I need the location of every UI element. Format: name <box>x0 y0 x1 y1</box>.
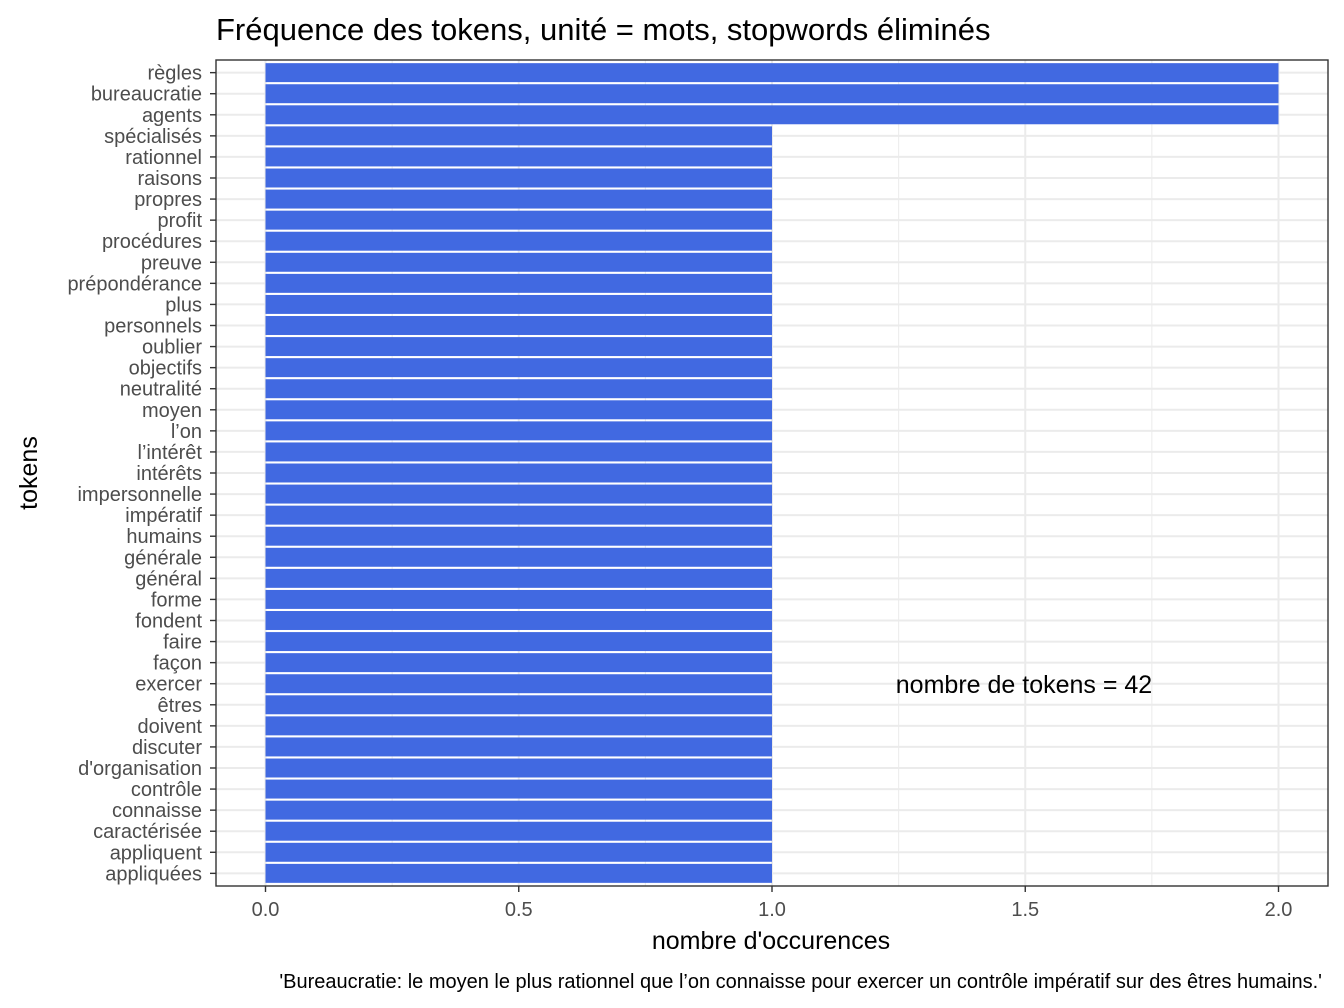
y-tick-label: l’on <box>171 421 202 443</box>
bar <box>265 611 772 630</box>
y-tick-label: appliquent <box>110 842 203 864</box>
bar <box>265 505 772 525</box>
x-tick-label: 0.0 <box>252 899 280 921</box>
y-tick-label: forme <box>151 589 202 611</box>
bar <box>265 84 1279 104</box>
bar <box>265 695 772 715</box>
y-tick-label: oublier <box>142 337 202 359</box>
bar <box>265 400 772 420</box>
y-tick-label: impératif <box>125 505 202 527</box>
x-axis: 0.0 0.5 1.0 1.5 2.0 <box>252 886 1293 921</box>
bar <box>265 800 772 820</box>
bar <box>265 632 772 652</box>
y-tick-label: règles <box>148 63 202 85</box>
bar <box>265 210 772 230</box>
bar <box>265 294 772 314</box>
x-tick-label: 1.5 <box>1011 899 1039 921</box>
bar <box>265 863 772 883</box>
y-tick-label: faire <box>163 632 202 654</box>
bar <box>265 105 1279 125</box>
y-tick-label: générale <box>124 547 202 569</box>
bar <box>265 737 772 757</box>
bar <box>265 379 772 399</box>
y-tick-label: raisons <box>138 168 202 190</box>
y-tick-label: impersonnelle <box>77 484 202 506</box>
bar <box>265 716 772 736</box>
bar <box>265 842 772 862</box>
bar <box>265 147 772 167</box>
y-tick-label: général <box>135 568 202 590</box>
bar <box>265 779 772 799</box>
y-tick-label: discuter <box>132 737 202 759</box>
y-axis-title: tokens <box>15 436 43 510</box>
chart-title: Fréquence des tokens, unité = mots, stop… <box>216 12 991 47</box>
bar <box>265 821 772 841</box>
bars <box>265 63 1279 883</box>
y-tick-label: contrôle <box>131 779 202 801</box>
y-tick-label: plus <box>165 294 202 316</box>
y-tick-label: preuve <box>141 252 202 274</box>
bar <box>265 358 772 378</box>
token-count-annotation: nombre de tokens = 42 <box>896 671 1152 699</box>
bar <box>265 568 772 588</box>
bar <box>265 252 772 272</box>
y-tick-label: façon <box>153 653 202 675</box>
y-tick-label: connaisse <box>112 800 202 822</box>
y-tick-label: profit <box>158 210 203 232</box>
bar <box>265 653 772 673</box>
bar <box>265 674 772 694</box>
y-tick-label: appliquées <box>105 863 202 885</box>
y-tick-label: d'organisation <box>78 758 202 780</box>
y-tick-label: objectifs <box>129 358 202 380</box>
y-tick-label: humains <box>126 526 202 548</box>
y-tick-label: propres <box>134 189 202 211</box>
bar <box>265 231 772 251</box>
bar <box>265 484 772 504</box>
x-tick-label: 1.0 <box>758 899 786 921</box>
y-tick-label: l’intérêt <box>138 442 203 464</box>
bar <box>265 273 772 293</box>
y-tick-label: prépondérance <box>67 273 202 295</box>
bar <box>265 126 772 146</box>
y-tick-label: fondent <box>135 611 202 633</box>
bar <box>265 337 772 357</box>
y-tick-label: agents <box>142 105 202 127</box>
bar <box>265 316 772 335</box>
y-tick-label: neutralité <box>120 379 202 401</box>
y-tick-label: êtres <box>158 695 202 717</box>
y-tick-label: bureaucratie <box>91 84 202 106</box>
x-tick-label: 0.5 <box>505 899 533 921</box>
y-tick-label: intérêts <box>136 463 202 485</box>
x-axis-title: nombre d'occurences <box>652 927 890 955</box>
bar <box>265 421 772 441</box>
bar <box>265 168 772 188</box>
y-tick-label: moyen <box>142 400 202 422</box>
y-axis: règlesbureaucratieagentsspécialisésratio… <box>67 63 216 885</box>
chart-caption: 'Bureaucratie: le moyen le plus rationne… <box>279 971 1322 993</box>
y-tick-label: spécialisés <box>104 126 202 148</box>
bar <box>265 758 772 778</box>
y-tick-label: procédures <box>102 231 202 253</box>
bar <box>265 547 772 567</box>
bar <box>265 526 772 546</box>
bar <box>265 63 1279 83</box>
bar <box>265 442 772 462</box>
y-tick-label: rationnel <box>125 147 202 169</box>
y-tick-label: exercer <box>135 674 202 696</box>
bar <box>265 589 772 609</box>
bar <box>265 463 772 483</box>
y-tick-label: personnels <box>104 316 202 338</box>
y-tick-label: caractérisée <box>93 821 202 843</box>
bar <box>265 189 772 209</box>
x-tick-label: 2.0 <box>1265 899 1293 921</box>
y-tick-label: doivent <box>138 716 203 738</box>
